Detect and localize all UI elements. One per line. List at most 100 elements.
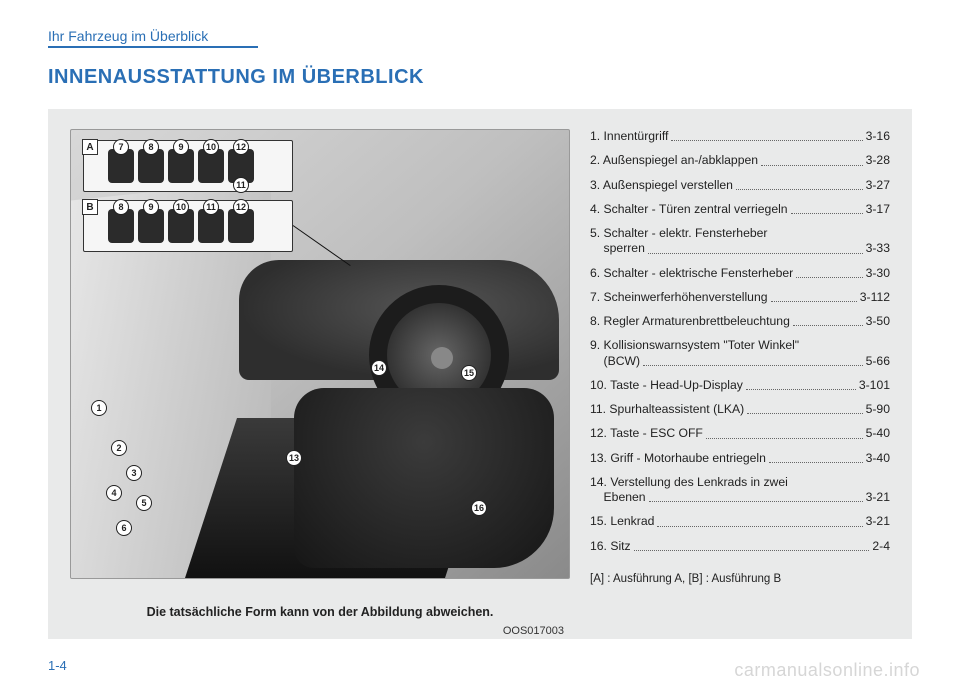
index-page: 2-4	[872, 539, 890, 554]
callout-num: 11	[233, 177, 249, 193]
index-page: 3-28	[866, 153, 890, 168]
dot-leader	[793, 314, 863, 326]
index-item: 15. Lenkrad3-21	[590, 514, 890, 529]
control-button: 12 11	[228, 149, 254, 183]
content-panel: A 7 8 9 10 12 11 B	[48, 109, 912, 639]
dot-leader	[791, 202, 863, 214]
index-item: 2. Außenspiegel an-/abklappen 3-28	[590, 153, 890, 168]
index-item: 7. Scheinwerferhöhenverstellung 3-112	[590, 290, 890, 305]
callout-num: 5	[136, 495, 152, 511]
dot-leader	[771, 290, 857, 302]
callout-num: 15	[461, 365, 477, 381]
index-item: 1. Innentürgriff 3-16	[590, 129, 890, 144]
inset-panel-a: A 7 8 9 10 12 11	[83, 140, 293, 192]
callout-num: 8	[143, 139, 159, 155]
dot-leader	[648, 241, 863, 253]
index-page: 3-21	[866, 490, 890, 505]
index-label: 2. Außenspiegel an-/abklappen	[590, 153, 758, 168]
variant-note: [A] : Ausführung A, [B] : Ausführung B	[590, 572, 890, 586]
dot-leader	[761, 153, 863, 165]
index-item: 8. Regler Armaturenbrettbeleuchtung 3-50	[590, 314, 890, 329]
index-item: 3. Außenspiegel verstellen 3-27	[590, 178, 890, 193]
index-label: 8. Regler Armaturenbrettbeleuchtung	[590, 314, 790, 329]
control-button: 10	[198, 149, 224, 183]
callout-num: 6	[116, 520, 132, 536]
index-item: 5. Schalter - elektr. Fensterheber sperr…	[590, 226, 890, 257]
callout-num: 9	[173, 139, 189, 155]
callout-num: 11	[203, 199, 219, 215]
figure-code: OOS017003	[503, 625, 564, 637]
index-item: 6. Schalter - elektrische Fensterheber3-…	[590, 266, 890, 281]
control-button: 7	[108, 149, 134, 183]
index-label: 11. Spurhalteassistent (LKA)	[590, 402, 744, 417]
figure-caption: Die tatsächliche Form kann von der Abbil…	[70, 605, 570, 619]
index-page: 3-50	[866, 314, 890, 329]
index-item: 13. Griff - Motorhaube entriegeln 3-40	[590, 451, 890, 466]
control-button: 9	[138, 209, 164, 243]
callout-num: 12	[233, 139, 249, 155]
header-rule	[48, 46, 258, 48]
control-button: 9	[168, 149, 194, 183]
dot-leader	[657, 514, 862, 526]
index-page: 5-40	[866, 426, 890, 441]
index-label: 15. Lenkrad	[590, 514, 654, 529]
dot-leader	[643, 354, 862, 366]
index-page: 3-16	[866, 129, 890, 144]
index-item: 11. Spurhalteassistent (LKA) 5-90	[590, 402, 890, 417]
index-item: 12. Taste - ESC OFF 5-40	[590, 426, 890, 441]
index-page: 3-112	[860, 290, 890, 305]
page-title: INNENAUSSTATTUNG IM ÜBERBLICK	[48, 66, 912, 89]
callout-num: 1	[91, 400, 107, 416]
index-label: 1. Innentürgriff	[590, 129, 668, 144]
index-label: Ebenen	[590, 490, 646, 505]
inset-a-controls: 7 8 9 10 12 11	[108, 149, 254, 183]
index-page: 5-90	[866, 402, 890, 417]
index-label: sperren	[590, 241, 645, 256]
index-label: 13. Griff - Motorhaube entriegeln	[590, 451, 766, 466]
dot-leader	[649, 490, 863, 502]
dot-leader	[796, 266, 862, 278]
callout-num: 10	[173, 199, 189, 215]
index-label: 12. Taste - ESC OFF	[590, 426, 703, 441]
dot-leader	[736, 178, 863, 190]
index-item: 16. Sitz 2-4	[590, 539, 890, 554]
control-button: 11	[198, 209, 224, 243]
index-label: 10. Taste - Head-Up-Display	[590, 378, 743, 393]
dot-leader	[634, 539, 870, 551]
index-label: (BCW)	[590, 354, 640, 369]
callout-num: 8	[113, 199, 129, 215]
callout-num: 14	[371, 360, 387, 376]
index-page: 3-33	[866, 241, 890, 256]
control-button: 8	[108, 209, 134, 243]
callout-num: 3	[126, 465, 142, 481]
callout-num: 10	[203, 139, 219, 155]
control-button: 12	[228, 209, 254, 243]
index-label: 3. Außenspiegel verstellen	[590, 178, 733, 193]
dot-leader	[706, 426, 863, 438]
index-label: 5. Schalter - elektr. Fensterheber	[590, 226, 890, 241]
index-label: 7. Scheinwerferhöhenverstellung	[590, 290, 768, 305]
inset-panel-b: B 8 9 10 11 12	[83, 200, 293, 252]
callout-num: 13	[286, 450, 302, 466]
callout-num: 9	[143, 199, 159, 215]
dot-leader	[671, 129, 862, 141]
seat-shape	[294, 388, 554, 568]
inset-tag-a: A	[82, 139, 98, 155]
page-number: 1-4	[48, 658, 67, 673]
section-header: Ihr Fahrzeug im Überblick	[48, 28, 912, 44]
control-button: 10	[168, 209, 194, 243]
index-item: 9. Kollisionswarnsystem "Toter Winkel" (…	[590, 338, 890, 369]
index-page: 3-17	[866, 202, 890, 217]
dot-leader	[769, 451, 863, 463]
watermark: carmanualsonline.info	[734, 660, 920, 681]
index-label: 4. Schalter - Türen zentral verriegeln	[590, 202, 788, 217]
index-item: 4. Schalter - Türen zentral verriegeln 3-…	[590, 202, 890, 217]
index-page: 3-40	[866, 451, 890, 466]
figure-wrap: A 7 8 9 10 12 11 B	[70, 129, 570, 619]
index-page: 5-66	[866, 354, 890, 369]
index-page: 3-27	[866, 178, 890, 193]
inset-tag-b: B	[82, 199, 98, 215]
index-item: 14. Verstellung des Lenkrads in zwei Ebe…	[590, 475, 890, 506]
callout-num: 2	[111, 440, 127, 456]
index-label: 16. Sitz	[590, 539, 631, 554]
